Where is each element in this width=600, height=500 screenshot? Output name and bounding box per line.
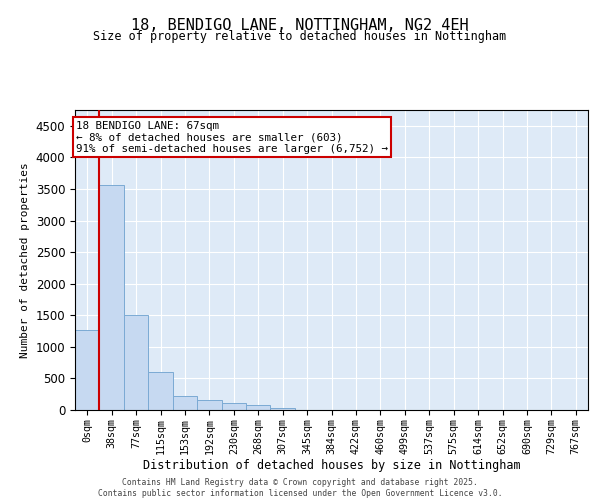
- Bar: [271, 408, 295, 410]
- Y-axis label: Number of detached properties: Number of detached properties: [20, 162, 30, 358]
- Bar: [124, 316, 148, 410]
- Bar: [197, 400, 221, 410]
- Bar: [173, 396, 197, 410]
- Bar: [246, 406, 271, 410]
- Text: 18 BENDIGO LANE: 67sqm
← 8% of detached houses are smaller (603)
91% of semi-det: 18 BENDIGO LANE: 67sqm ← 8% of detached …: [76, 120, 388, 154]
- Text: Contains HM Land Registry data © Crown copyright and database right 2025.
Contai: Contains HM Land Registry data © Crown c…: [98, 478, 502, 498]
- Bar: [148, 372, 173, 410]
- Text: 18, BENDIGO LANE, NOTTINGHAM, NG2 4EH: 18, BENDIGO LANE, NOTTINGHAM, NG2 4EH: [131, 18, 469, 32]
- X-axis label: Distribution of detached houses by size in Nottingham: Distribution of detached houses by size …: [143, 459, 520, 472]
- Bar: [75, 330, 100, 410]
- Bar: [100, 185, 124, 410]
- Bar: [221, 402, 246, 410]
- Text: Size of property relative to detached houses in Nottingham: Size of property relative to detached ho…: [94, 30, 506, 43]
